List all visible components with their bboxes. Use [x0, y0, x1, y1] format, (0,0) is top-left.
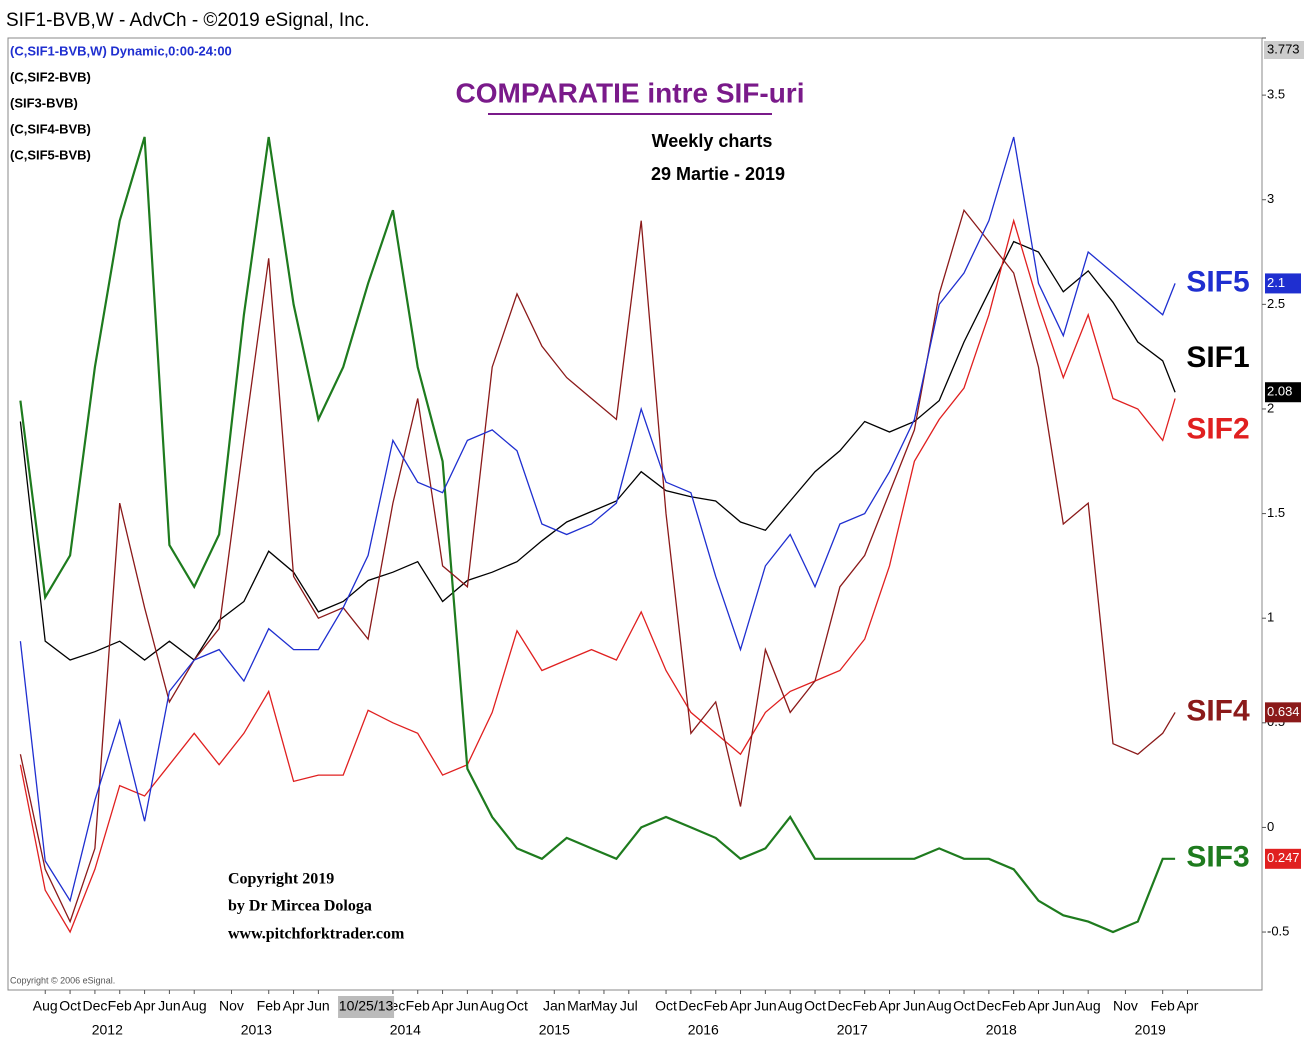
price-tag-box [1265, 273, 1301, 294]
y-tick-label: 3 [1267, 191, 1274, 206]
x-tick-label: Feb [704, 998, 728, 1014]
x-tick-label: Mar [567, 998, 591, 1014]
x-year-label: 2019 [1135, 1022, 1166, 1038]
x-tick-label: Aug [480, 998, 505, 1014]
x-tick-label: Oct [655, 998, 677, 1014]
x-tick-label: Feb [257, 998, 281, 1014]
y-max-box [1264, 41, 1304, 59]
legend-entry: (C,SIF2-BVB) [10, 69, 91, 84]
x-tick-label: Apr [432, 998, 454, 1014]
price-tag: 2.08 [1267, 384, 1292, 399]
x-tick-label: Nov [219, 998, 244, 1014]
x-tick-label: Nov [1113, 998, 1138, 1014]
chart-title: COMPARATIE intre SIF-uri [456, 77, 805, 108]
x-tick-label: Oct [804, 998, 826, 1014]
x-tick-label: Jun [754, 998, 777, 1014]
header: SIF1-BVB,W - AdvCh - ©2019 eSignal, Inc. [6, 10, 370, 31]
legend-entry: (C,SIF5-BVB) [10, 147, 91, 162]
x-year-label: 2016 [688, 1022, 719, 1038]
copyright: by Dr Mircea Dologa [228, 898, 372, 915]
x-tick-label: Feb [853, 998, 877, 1014]
y-tick-label: 1 [1267, 610, 1274, 625]
series-line [19, 218, 1176, 934]
x-tick-label: Apr [134, 998, 156, 1014]
x-tick-label: Jun [307, 998, 330, 1014]
series-line [19, 136, 1176, 903]
legend-entry: (C,SIF4-BVB) [10, 121, 91, 136]
footer-note: Copyright © 2006 eSignal. [10, 975, 115, 985]
x-tick-label: Jun [903, 998, 926, 1014]
x-tick-label: Oct [953, 998, 975, 1014]
y-tick-label: -0.5 [1267, 923, 1289, 938]
cursor-label: 10/25/13 [339, 998, 394, 1014]
x-tick-label: Aug [33, 998, 58, 1014]
x-year-label: 2017 [837, 1022, 868, 1038]
x-tick-label: Feb [1002, 998, 1026, 1014]
legend-entry: (SIF3-BVB) [10, 95, 78, 110]
series-line [19, 240, 1176, 661]
price-tag: 0.634 [1267, 704, 1300, 719]
x-tick-label: Apr [730, 998, 752, 1014]
price-tag-box [1265, 382, 1301, 403]
x-year-label: 2015 [539, 1022, 570, 1038]
y-tick-label: 1.5 [1267, 505, 1285, 520]
x-tick-label: Aug [182, 998, 207, 1014]
x-tick-label: Oct [506, 998, 528, 1014]
x-tick-label: Oct [59, 998, 81, 1014]
y-tick-label: 3.5 [1267, 87, 1285, 102]
x-tick-label: Dec [678, 998, 703, 1014]
x-tick-label: Aug [1076, 998, 1101, 1014]
x-tick-label: Feb [1151, 998, 1175, 1014]
x-tick-label: May [591, 998, 617, 1014]
series-label: SIF5 [1186, 265, 1249, 298]
legend-entry: (C,SIF1-BVB,W) Dynamic,0:00-24:00 [10, 43, 232, 58]
price-tag: 2.1 [1267, 275, 1285, 290]
x-tick-label: Apr [1028, 998, 1050, 1014]
series-label: SIF4 [1186, 694, 1250, 727]
y-tick-label: 2 [1267, 400, 1274, 415]
x-tick-label: Jun [1052, 998, 1075, 1014]
x-tick-label: Feb [406, 998, 430, 1014]
copyright: www.pitchforktrader.com [228, 926, 405, 943]
x-year-label: 2014 [390, 1022, 421, 1038]
series-line [19, 136, 1176, 934]
series-label: SIF2 [1186, 412, 1249, 445]
subtitle: 29 Martie - 2019 [651, 164, 785, 184]
x-tick-label: Aug [778, 998, 803, 1014]
x-year-label: 2012 [92, 1022, 123, 1038]
x-year-label: 2013 [241, 1022, 272, 1038]
series-label: SIF3 [1186, 841, 1249, 874]
y-tick-label: 3.773 [1267, 41, 1300, 56]
x-tick-label: Aug [927, 998, 952, 1014]
x-tick-label: Jul [620, 998, 638, 1014]
series-line [19, 208, 1176, 924]
x-tick-label: Dec [827, 998, 852, 1014]
copyright: Copyright 2019 [228, 871, 334, 888]
subtitle: Weekly charts [652, 131, 773, 151]
x-year-label: 2018 [986, 1022, 1017, 1038]
y-tick-label: 0 [1267, 819, 1274, 834]
x-tick-label: Dec [82, 998, 107, 1014]
x-tick-label: Apr [879, 998, 901, 1014]
x-tick-label: Feb [108, 998, 132, 1014]
price-tag-box [1265, 702, 1301, 723]
price-tag-box [1265, 848, 1301, 869]
x-tick-label: Jun [456, 998, 479, 1014]
series-label: SIF1 [1186, 341, 1249, 374]
x-tick-label: Jan [543, 998, 566, 1014]
x-tick-label: Apr [1177, 998, 1199, 1014]
y-tick-label: 2.5 [1267, 296, 1285, 311]
x-tick-label: Apr [283, 998, 305, 1014]
price-tag: 0.247 [1267, 850, 1300, 865]
x-tick-label: Dec [976, 998, 1001, 1014]
cursor-box [338, 996, 395, 1018]
x-tick-label: Jun [158, 998, 181, 1014]
